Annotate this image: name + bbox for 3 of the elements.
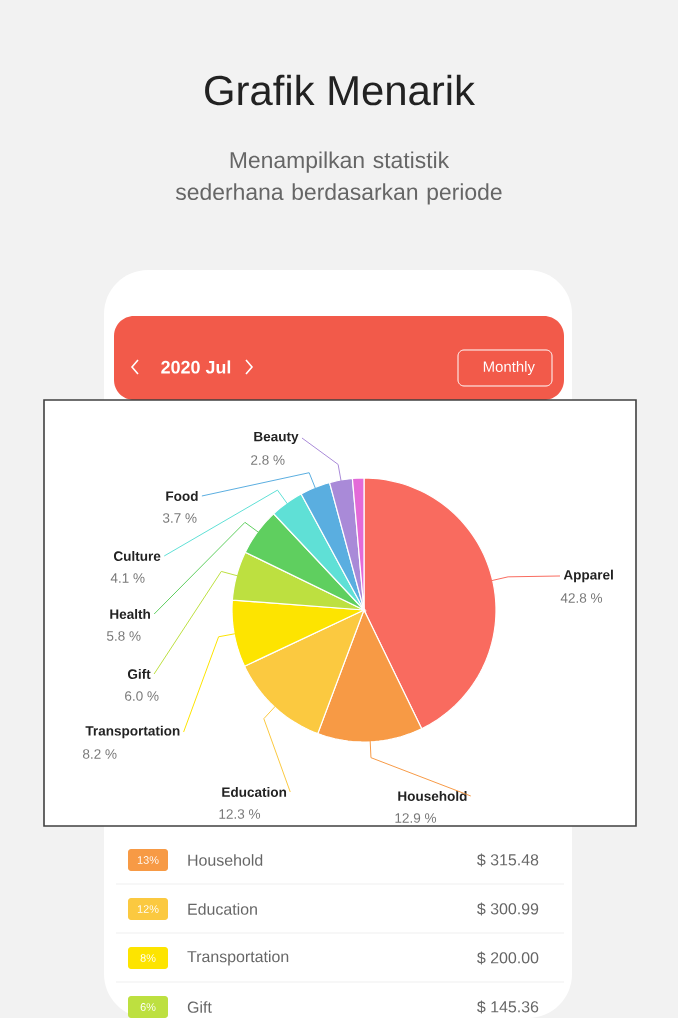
chart-subtitle: Menampilkan statistik sederhana berdasarkan periode (175, 151, 502, 205)
chart-title: Grafik Menarik (205, 74, 475, 106)
text: 2020 Jul (161, 360, 231, 374)
